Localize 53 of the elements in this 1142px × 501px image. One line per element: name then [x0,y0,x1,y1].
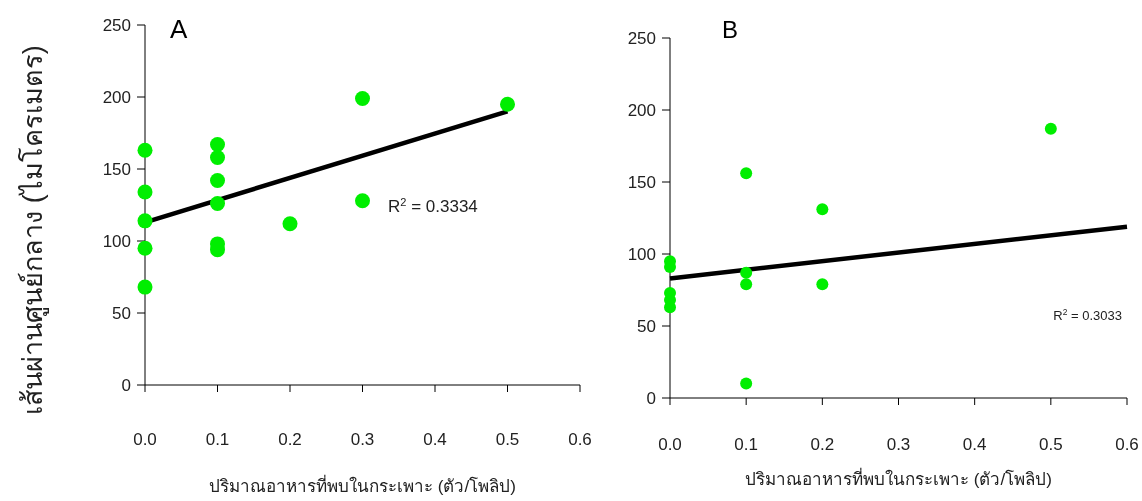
y-tick-label: 250 [102,16,131,35]
point [1044,122,1057,135]
point [210,137,225,153]
annotation: R$^{2}$ = 0.3334 [388,196,478,216]
point [137,184,153,200]
x-axis-title: ปริมาณอาหารที่พบในกระเพาะ (ตัว/โพลิป) [745,467,1052,489]
point [816,203,829,216]
y-tick-label: 200 [102,88,131,107]
y-tick-label: 250 [627,29,656,48]
x-tick-label: 0.5 [1039,435,1063,454]
y-tick-label: 50 [637,317,656,336]
point [500,96,515,112]
point [816,278,829,291]
point [355,90,370,106]
annotation: A [170,14,188,44]
annotation: B [722,16,739,43]
point [740,377,753,390]
y-tick-label: 100 [102,232,131,251]
y-tick-label: 0 [646,389,656,408]
annotation: R$^{2}$ = 0.3033 [1053,307,1122,323]
point [740,167,753,180]
point [210,196,225,212]
y-axis-title: เส้นผ่านศูนย์กลาง (ไมโครเมตร) [17,45,49,415]
point [137,213,153,229]
point [355,193,370,209]
y-tick-label: 50 [112,304,131,323]
y-tick-label: 150 [627,173,656,192]
x-tick-label: 0.6 [568,430,592,449]
x-tick-label: 0.4 [423,430,447,449]
y-tick-label: 100 [627,245,656,264]
x-tick-label: 0.6 [1115,435,1139,454]
point [740,278,753,291]
x-tick-label: 0.3 [886,435,911,454]
x-tick-label: 0.2 [810,435,835,454]
y-tick-label: 0 [121,376,131,395]
point [740,266,753,279]
x-tick-label: 0.5 [495,430,520,449]
x-axis-title: ปริมาณอาหารที่พบในกระเพาะ (ตัว/โพลิป) [209,474,516,496]
x-tick-label: 0.2 [278,430,302,449]
x-tick-label: 0.3 [350,430,375,449]
x-tick-label: 0.1 [734,435,758,454]
point [137,240,153,256]
y-tick-label: 200 [627,101,656,120]
x-tick-label: 0.0 [133,430,157,449]
point [137,279,153,295]
y-tick-label: 150 [102,160,131,179]
point [210,173,225,189]
point [282,216,298,232]
point [137,142,153,158]
point [210,149,225,165]
x-tick-label: 0.4 [962,435,987,454]
x-tick-label: 0.0 [658,435,682,454]
x-tick-label: 0.1 [205,430,230,449]
